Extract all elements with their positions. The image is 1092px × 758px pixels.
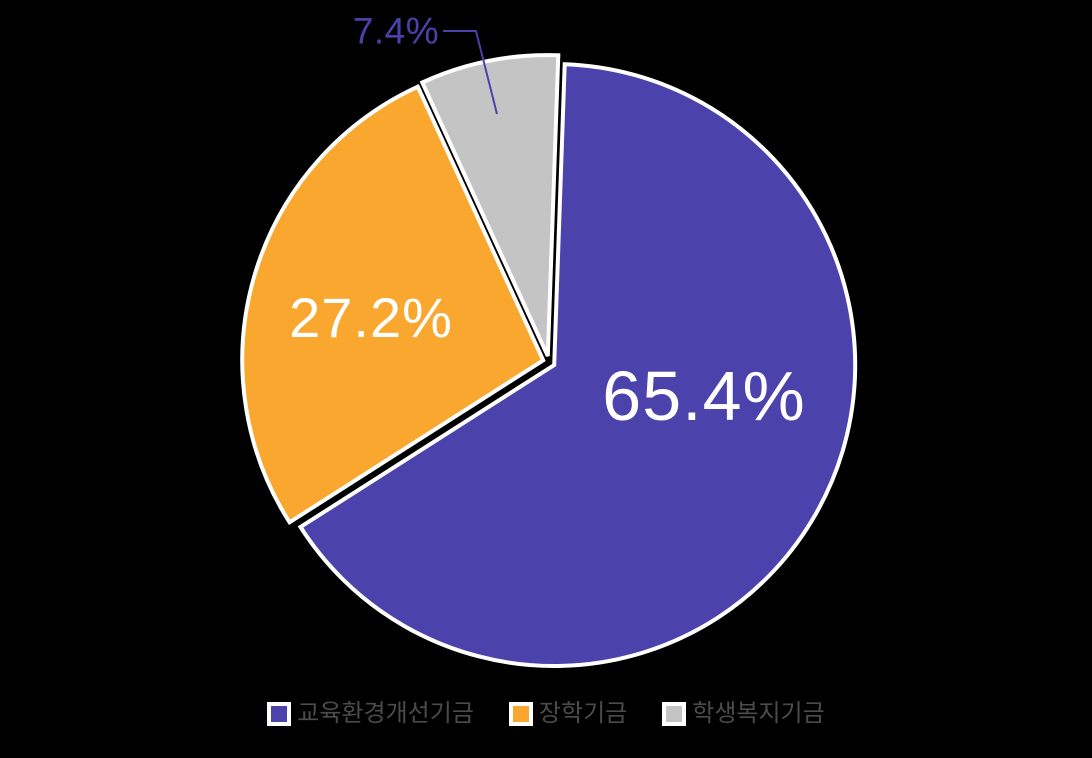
leader-line-icon	[443, 30, 498, 115]
legend-item-1[interactable]: 교육환경개선기금	[267, 702, 474, 726]
legend-label-3: 학생복지기금	[692, 700, 825, 727]
slice-percent-label-1: 65.4%	[602, 357, 806, 435]
legend-swatch-3	[662, 702, 687, 726]
slice-percent-label-3: 7.4%	[352, 10, 440, 52]
legend-item-2[interactable]: 장학기금	[508, 700, 628, 727]
legend-label-2: 장학기금	[538, 700, 628, 727]
pie-slice-3[interactable]	[419, 53, 561, 357]
slice-percent-label-2: 27.2%	[289, 286, 453, 349]
legend-swatch-1	[267, 702, 292, 726]
legend-item-3[interactable]: 학생복지기금	[662, 700, 825, 727]
legend-label-1: 교육환경개선기금	[297, 700, 474, 727]
legend-swatch-2	[508, 702, 533, 726]
pie-slice-2[interactable]	[240, 84, 546, 526]
pie-slice-1[interactable]	[297, 62, 858, 669]
legend: 교육환경개선기금 장학기금 학생복지기금	[0, 702, 1092, 726]
